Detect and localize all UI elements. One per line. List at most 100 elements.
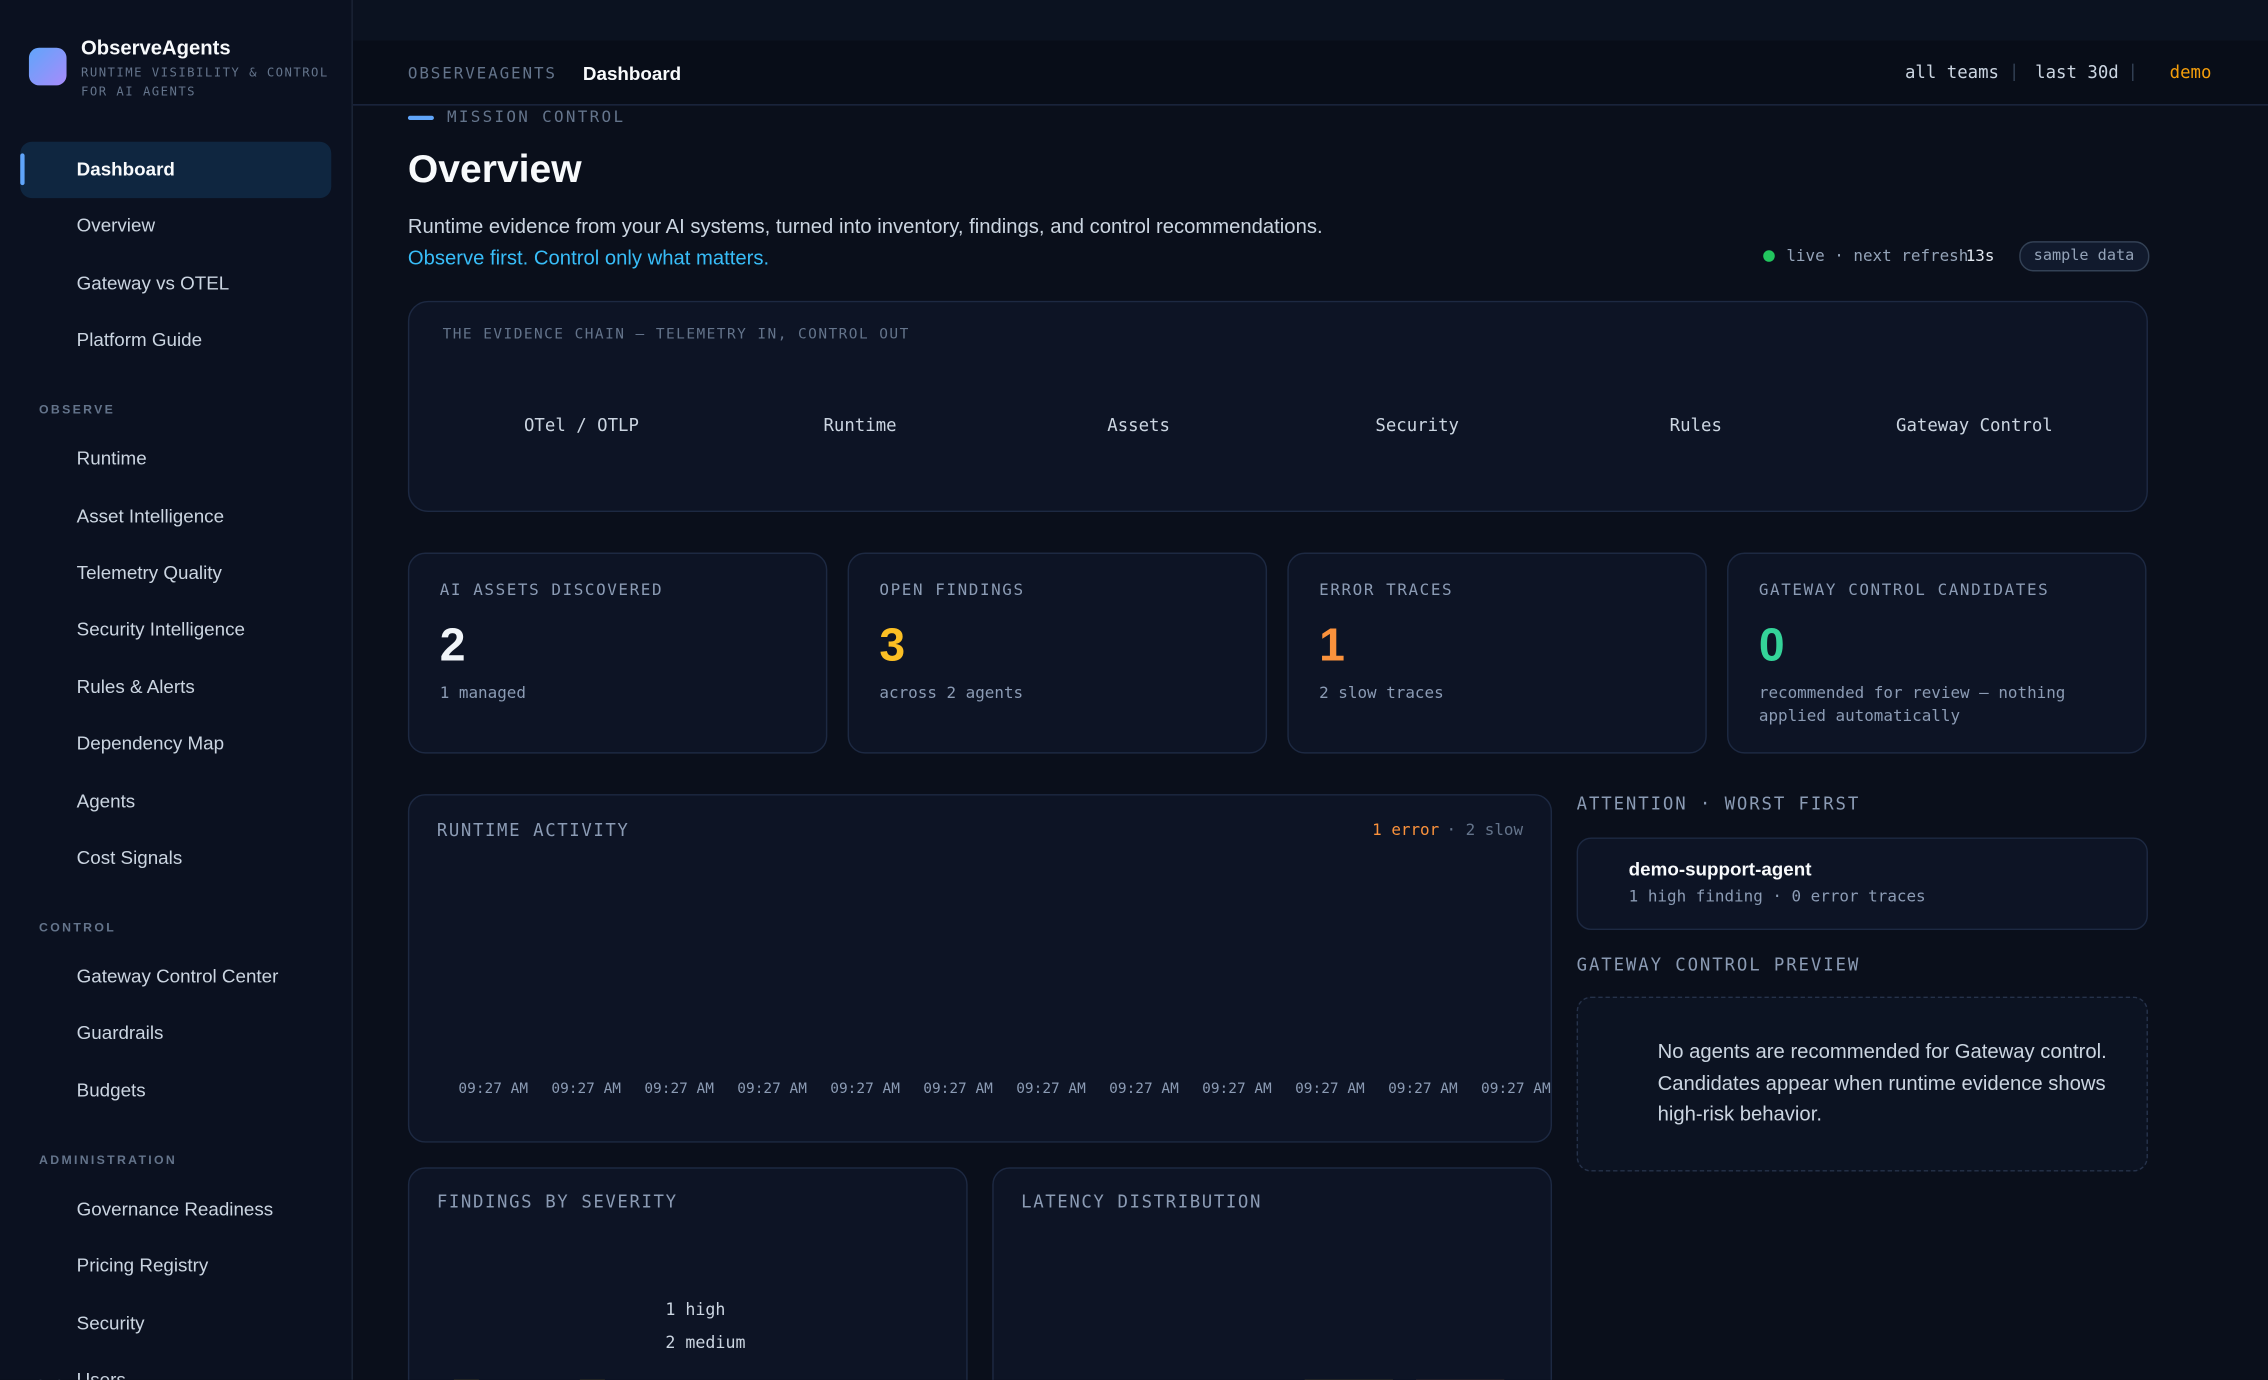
latency-title: LATENCY DISTRIBUTION xyxy=(1021,1191,1263,1212)
gateway-preview-text: high-risk behavior. xyxy=(1657,1101,1822,1125)
filter[interactable]: last 30d xyxy=(2035,61,2119,83)
filter-separator xyxy=(2132,63,2134,82)
description-text: Runtime evidence from your AI systems, t… xyxy=(407,214,1323,238)
nav-item[interactable]: Security Intelligence xyxy=(76,618,245,641)
nav-item[interactable]: Agents xyxy=(76,789,136,812)
topbar-strip xyxy=(352,0,2268,41)
x-tick-label: 09:27 AM xyxy=(737,1081,807,1097)
description: Runtime evidence from your AI systems, t… xyxy=(408,211,1392,273)
evidence-title: THE EVIDENCE CHAIN — TELEMETRY IN, CONTR… xyxy=(442,326,910,343)
runtime-title: RUNTIME ACTIVITY xyxy=(436,819,630,841)
filter-separator xyxy=(2013,63,2015,82)
findings-title: FINDINGS BY SEVERITY xyxy=(436,1191,678,1212)
nav-item[interactable]: Rules & Alerts xyxy=(76,675,195,698)
step-label: Gateway Control xyxy=(1895,414,2053,436)
nav-item[interactable]: Guardrails xyxy=(76,1022,164,1044)
kpi-sub: recommended for review — nothing xyxy=(1758,683,2066,703)
kpi-card xyxy=(847,552,1268,754)
brand-tagline: FOR AI AGENTS xyxy=(81,84,197,99)
brand-icon xyxy=(28,47,67,86)
description-link[interactable]: Observe first. Control only what matters… xyxy=(407,245,770,269)
countdown: 13s xyxy=(1965,246,1995,266)
kpi-sub: applied automatically xyxy=(1758,706,1961,726)
kpi-sub: 2 slow traces xyxy=(1319,683,1444,703)
kpi-value: 3 xyxy=(879,618,906,671)
nav-item[interactable]: Gateway vs OTEL xyxy=(76,271,230,294)
gateway-preview-text: Candidates appear when runtime evidence … xyxy=(1657,1070,2106,1094)
nav-item[interactable]: Telemetry Quality xyxy=(76,561,222,584)
sidebar xyxy=(0,0,353,1380)
x-tick-label: 09:27 AM xyxy=(1481,1081,1551,1097)
attention-card[interactable] xyxy=(1576,837,2148,931)
attention-title: ATTENTION · WORST FIRST xyxy=(1576,793,1861,815)
nav-item[interactable]: Dependency Map xyxy=(76,732,225,755)
nav-active-bg xyxy=(20,141,332,198)
nav-item[interactable]: Platform Guide xyxy=(76,328,203,351)
gateway-preview-text: No agents are recommended for Gateway co… xyxy=(1657,1039,2107,1063)
kpi-value: 2 xyxy=(439,618,466,671)
brand-tagline: RUNTIME VISIBILITY & CONTROL xyxy=(81,66,329,81)
x-tick-label: 09:27 AM xyxy=(1388,1081,1458,1097)
nav-item[interactable]: Runtime xyxy=(76,447,147,470)
kpi-label: OPEN FINDINGS xyxy=(879,580,1025,600)
nav-item[interactable]: Security xyxy=(76,1311,145,1334)
legend-label: 1 high xyxy=(665,1299,726,1320)
live-status: live · next refresh xyxy=(1786,246,1969,266)
nav-item[interactable]: Gateway Control Center xyxy=(76,965,279,987)
x-tick-label: 09:27 AM xyxy=(830,1081,900,1097)
eyebrow-bar xyxy=(407,115,434,121)
x-tick-label: 09:27 AM xyxy=(1295,1081,1365,1097)
x-tick-label: 09:27 AM xyxy=(644,1081,714,1097)
step-label: OTel / OTLP xyxy=(523,414,639,436)
kpi-label: AI ASSETS DISCOVERED xyxy=(439,580,664,600)
nav-item[interactable]: Governance Readiness xyxy=(76,1197,274,1220)
filter[interactable]: all teams xyxy=(1904,61,2000,83)
runtime-errors: 1 error xyxy=(1372,820,1440,840)
step-label: Rules xyxy=(1669,414,1722,436)
kpi-card xyxy=(1287,552,1707,754)
filter[interactable]: demo xyxy=(2169,61,2212,83)
gateway-preview-title: GATEWAY CONTROL PREVIEW xyxy=(1576,954,1861,975)
sample-badge: sample data xyxy=(2019,241,2149,271)
findings-panel xyxy=(407,1167,968,1380)
nav-item[interactable]: Asset Intelligence xyxy=(76,504,225,527)
x-tick-label: 09:27 AM xyxy=(551,1081,621,1097)
nav-active-accent xyxy=(20,153,25,186)
x-tick-label: 09:27 AM xyxy=(1109,1081,1179,1097)
x-tick-label: 09:27 AM xyxy=(458,1081,528,1097)
legend-label: 2 medium xyxy=(665,1332,746,1353)
step-label: Security xyxy=(1375,414,1460,436)
live-dot xyxy=(1763,250,1775,262)
kpi-sub: across 2 agents xyxy=(879,683,1024,703)
runtime-x-axis: 09:27 AM 09:27 AM 09:27 AM 09:27 AM 09:27 AM… xyxy=(458,1081,1551,1097)
kpi-sub: 1 managed xyxy=(439,683,526,703)
nav-item[interactable]: Cost Signals xyxy=(76,846,183,869)
nav-item[interactable]: Users xyxy=(76,1368,126,1380)
evidence-panel xyxy=(407,300,2148,513)
runtime-slow: · 2 slow xyxy=(1446,820,1524,840)
x-tick-label: 09:27 AM xyxy=(1202,1081,1272,1097)
brand-name: ObserveAgents xyxy=(81,35,231,59)
page-title: Overview xyxy=(407,147,582,191)
nav-item[interactable]: Dashboard xyxy=(76,157,175,180)
runtime-panel xyxy=(407,794,1553,1143)
eyebrow: MISSION CONTROL xyxy=(446,107,626,127)
kpi-label: GATEWAY CONTROL CANDIDATES xyxy=(1758,580,2050,600)
nav-section-label: CONTROL xyxy=(39,919,117,935)
breadcrumb-current: Dashboard xyxy=(582,62,682,85)
kpi-value: 0 xyxy=(1758,618,1785,671)
nav-item[interactable]: Budgets xyxy=(76,1079,146,1101)
kpi-card xyxy=(407,552,828,754)
kpi-card xyxy=(1727,552,2147,754)
breadcrumb-root: OBSERVEAGENTS xyxy=(407,64,557,84)
attention-detail: 1 high finding · 0 error traces xyxy=(1628,887,1926,907)
nav-item[interactable]: Overview xyxy=(76,214,156,237)
latency-panel xyxy=(992,1167,1553,1380)
nav-section-label: ADMINISTRATION xyxy=(39,1152,178,1167)
step-label: Runtime xyxy=(823,414,897,436)
kpi-value: 1 xyxy=(1319,618,1345,671)
nav-item[interactable]: Pricing Registry xyxy=(76,1254,209,1277)
kpi-label: ERROR TRACES xyxy=(1319,580,1454,600)
